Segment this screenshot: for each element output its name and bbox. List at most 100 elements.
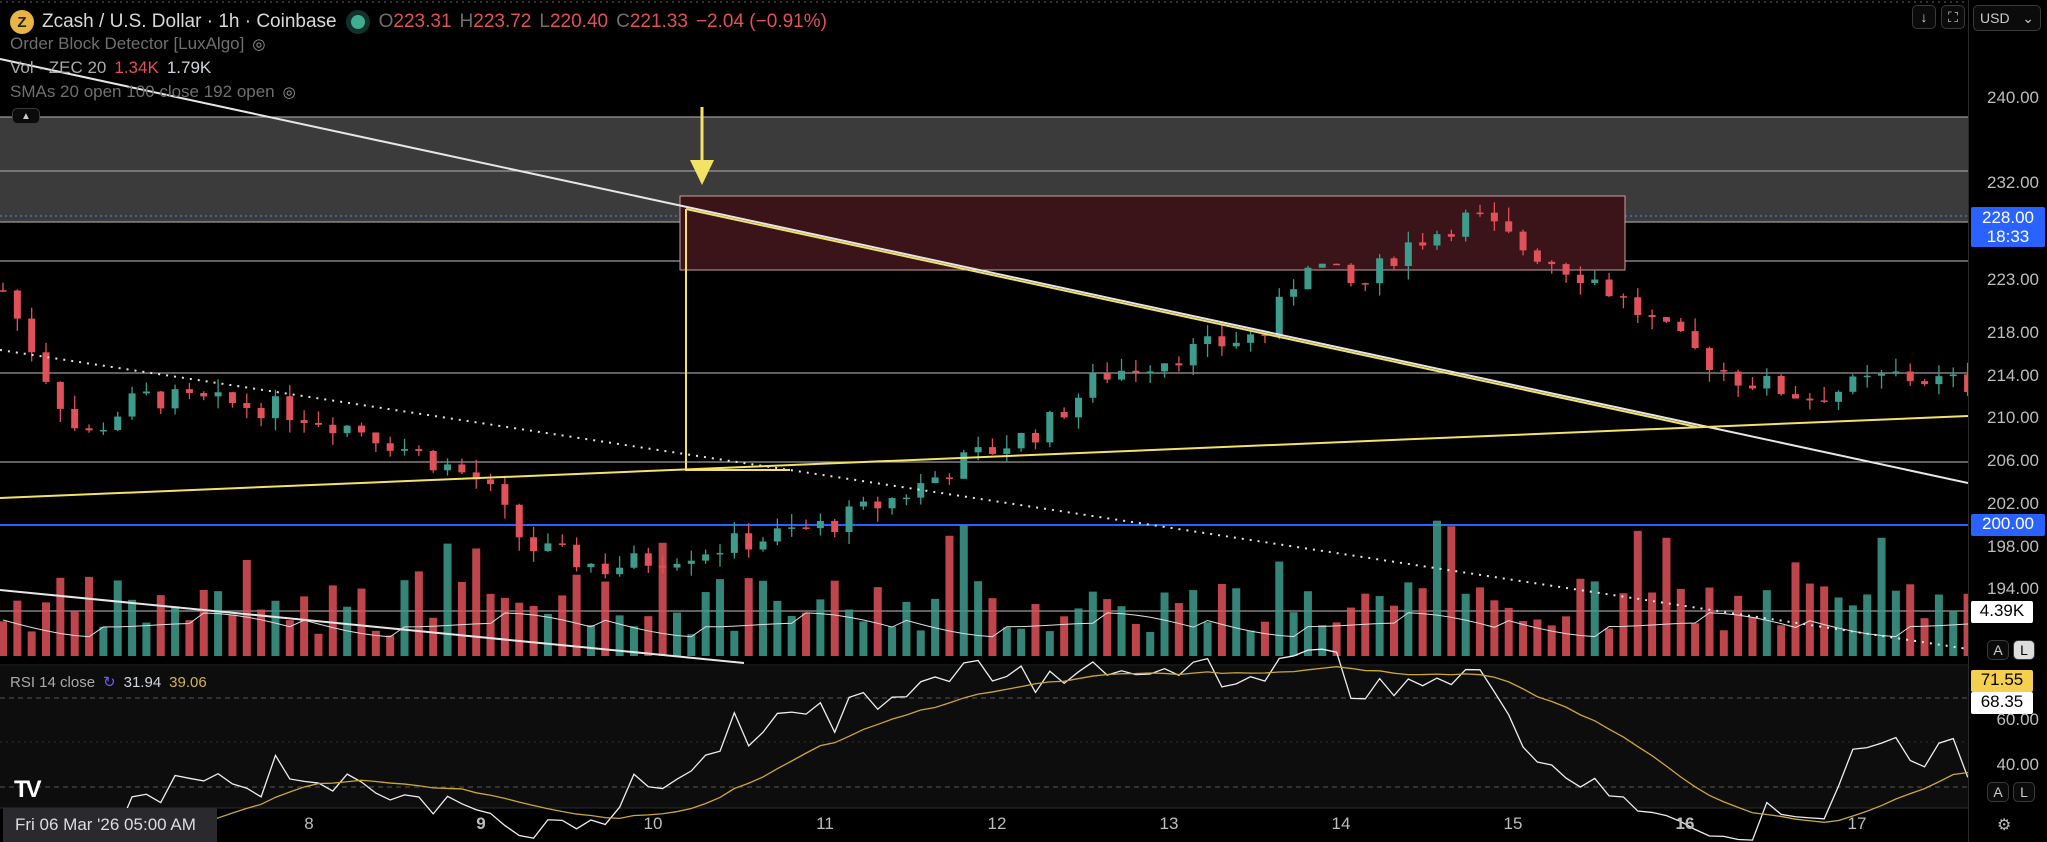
- candle: [1447, 234, 1455, 237]
- volume-bar: [1791, 562, 1800, 656]
- volume-bar: [1777, 625, 1786, 656]
- candle: [788, 527, 796, 529]
- log-scale-button[interactable]: L: [2013, 640, 2035, 660]
- volume-bar: [558, 595, 567, 656]
- volume-bar: [1260, 621, 1269, 656]
- settings-gear-icon[interactable]: ⚙: [1997, 817, 2012, 834]
- candle: [1003, 448, 1011, 454]
- volume-bar: [1375, 596, 1384, 656]
- high-label: H: [459, 11, 474, 32]
- price-axis-label: 194.00: [1987, 579, 2039, 599]
- volume-bar: [945, 535, 954, 656]
- volume-bar: [515, 602, 524, 656]
- price-axis-label: 198.00: [1987, 536, 2039, 556]
- candle: [286, 396, 294, 421]
- candle: [472, 472, 480, 480]
- scroll-down-button[interactable]: ↓: [1912, 5, 1936, 29]
- arrow-down-icon: ↓: [1920, 9, 1928, 25]
- volume-bar: [70, 610, 79, 656]
- volume-bar: [1361, 593, 1370, 656]
- candle: [271, 396, 279, 419]
- price-axis-label: 223.00: [1987, 269, 2039, 289]
- candle: [1777, 375, 1785, 395]
- eye-hidden-icon[interactable]: ◎: [252, 36, 266, 53]
- volume-bar: [1146, 631, 1155, 656]
- price-axis-label: 232.00: [1987, 173, 2039, 193]
- time-axis-label: 13: [1159, 814, 1179, 833]
- candle: [1361, 283, 1369, 285]
- rsi-auto-scale-button[interactable]: A: [1987, 782, 2009, 802]
- volume-bar: [1963, 593, 1968, 656]
- currency-select[interactable]: USD ⌄: [1973, 5, 2041, 31]
- trendline-volume: [0, 589, 745, 664]
- candle: [544, 543, 552, 552]
- fullscreen-button[interactable]: ⛶: [1941, 5, 1965, 29]
- price-chart[interactable]: [0, 0, 1968, 842]
- candle: [501, 484, 509, 505]
- trendline-yellow-descending: [685, 208, 1698, 428]
- volume-bar: [988, 598, 997, 656]
- volume-bar: [1318, 625, 1327, 656]
- volume-bar: [1633, 530, 1642, 656]
- time-axis-label: 16: [1675, 814, 1695, 833]
- volume-bar: [443, 543, 452, 656]
- candle: [343, 425, 351, 434]
- volume-bar: [1676, 588, 1685, 656]
- volume-bar: [1332, 622, 1341, 656]
- volume-bar: [1476, 587, 1485, 656]
- tradingview-logo[interactable]: TV: [14, 776, 42, 803]
- volume-bar: [314, 633, 323, 656]
- candle: [1433, 234, 1441, 246]
- order-block-legend[interactable]: Order Block Detector [LuxAlgo] ◎: [10, 34, 265, 54]
- volume-bar: [644, 616, 653, 656]
- candle: [329, 424, 337, 434]
- candle: [1318, 263, 1326, 268]
- chevron-down-icon: ⌄: [2022, 9, 2034, 26]
- candle: [1619, 296, 1627, 298]
- candle: [1075, 397, 1082, 418]
- symbol-legend[interactable]: Z Zcash / U.S. Dollar · 1h · Coinbase O2…: [10, 10, 827, 34]
- volume-bar: [85, 576, 94, 656]
- rsi-ma-value: 39.06: [169, 673, 207, 691]
- candle: [1490, 212, 1498, 222]
- candle: [1132, 370, 1140, 373]
- volume-bar: [816, 599, 825, 656]
- rsi-log-scale-button[interactable]: L: [2013, 782, 2035, 802]
- volume-bar: [1590, 581, 1599, 656]
- trendline-dotted: [0, 349, 1968, 650]
- candle: [1849, 376, 1857, 392]
- volume-legend[interactable]: Vol · ZEC 20 1.34K 1.79K: [10, 58, 211, 78]
- candle: [1748, 385, 1756, 389]
- rsi-axis-label: 40.00: [1996, 755, 2039, 774]
- price-axis-label: 202.00: [1987, 493, 2039, 513]
- volume-bar: [257, 609, 266, 656]
- volume-bar: [271, 600, 280, 656]
- rsi-value: 31.94: [123, 673, 162, 691]
- volume-ma-tag: 4.39K: [1971, 601, 2033, 623]
- volume-label: Vol · ZEC 20: [10, 58, 107, 77]
- rsi-tag: 71.55: [1971, 670, 2033, 692]
- eye-hidden-icon[interactable]: ◎: [282, 84, 296, 101]
- candle: [185, 389, 193, 394]
- volume-bar: [113, 580, 122, 656]
- candle: [1290, 289, 1298, 297]
- fullscreen-icon: ⛶: [1948, 8, 1958, 25]
- volume-bar: [1562, 616, 1571, 656]
- volume-bar: [615, 615, 624, 656]
- candle: [257, 407, 265, 419]
- volume-bar: [1834, 597, 1843, 656]
- candle: [630, 553, 638, 568]
- order-block-box: [679, 195, 1626, 271]
- time-axis-label: 8: [304, 814, 314, 833]
- candle: [1218, 336, 1226, 347]
- volume-bar: [1017, 628, 1026, 656]
- candle: [859, 501, 867, 507]
- collapse-legend-button[interactable]: ▲: [12, 108, 40, 124]
- volume-bar: [42, 602, 51, 656]
- candle: [1390, 258, 1398, 267]
- auto-scale-button[interactable]: A: [1987, 640, 2009, 660]
- candle: [802, 527, 810, 529]
- price-axis[interactable]: USD ⌄ 240.00 232.00 223.00 218.00 214.00 210.0…: [1968, 0, 2047, 842]
- rsi-legend[interactable]: RSI 14 close ↻ 31.94 39.06: [10, 673, 207, 692]
- smas-legend[interactable]: SMAs 20 open 100 close 192 open ◎: [10, 82, 296, 102]
